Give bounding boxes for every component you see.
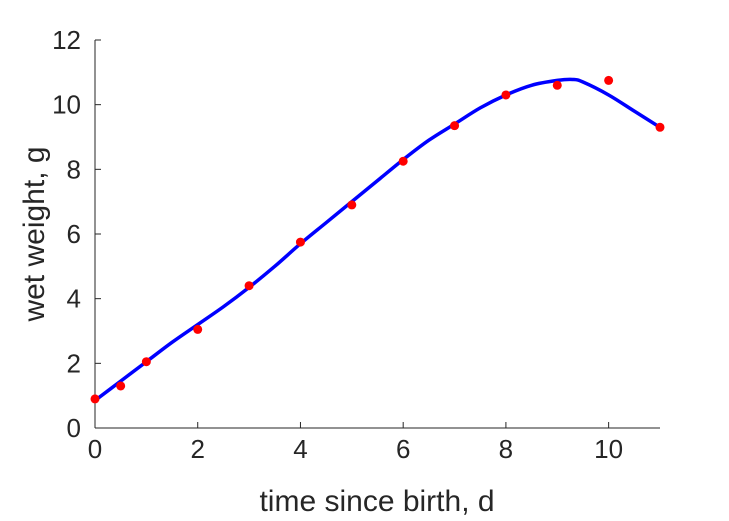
x-tick-label: 10 bbox=[594, 434, 623, 464]
fit-curve bbox=[93, 77, 661, 402]
x-tick-label: 2 bbox=[190, 434, 204, 464]
x-tick-label: 8 bbox=[499, 434, 513, 464]
data-point bbox=[604, 75, 614, 85]
data-point bbox=[141, 357, 151, 367]
y-tick-label: 0 bbox=[67, 413, 81, 443]
y-tick-label: 12 bbox=[52, 25, 81, 55]
x-axis-ticks: 0 2 4 6 8 10 bbox=[88, 422, 623, 464]
data-point bbox=[347, 200, 357, 210]
data-point bbox=[398, 156, 408, 166]
y-tick-label: 10 bbox=[52, 90, 81, 120]
data-point bbox=[90, 394, 100, 404]
x-tick-label: 4 bbox=[293, 434, 307, 464]
y-tick-label: 8 bbox=[67, 154, 81, 184]
data-point bbox=[655, 122, 665, 132]
y-tick-label: 4 bbox=[67, 284, 81, 314]
data-point bbox=[193, 324, 203, 334]
axes bbox=[94, 40, 660, 429]
y-axis-label: wet weight, g bbox=[18, 146, 51, 322]
data-point bbox=[295, 237, 305, 247]
x-axis-label: time since birth, d bbox=[259, 485, 494, 518]
data-point bbox=[244, 281, 254, 291]
data-point bbox=[450, 121, 460, 131]
y-tick-label: 2 bbox=[67, 348, 81, 378]
series-group bbox=[90, 75, 665, 404]
x-tick-label: 6 bbox=[396, 434, 410, 464]
y-tick-label: 6 bbox=[67, 219, 81, 249]
x-tick-label: 0 bbox=[88, 434, 102, 464]
data-point bbox=[552, 80, 562, 90]
data-point bbox=[116, 381, 126, 391]
y-axis-ticks: 0 2 4 6 8 10 12 bbox=[52, 25, 101, 443]
data-point bbox=[501, 90, 511, 100]
